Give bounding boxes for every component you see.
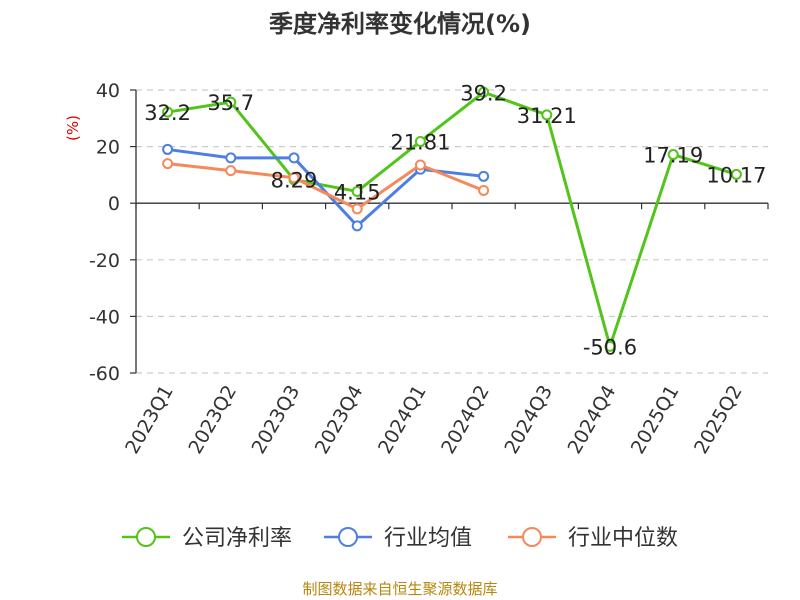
y-tick-label: -60 [89, 363, 120, 385]
data-point [478, 170, 490, 182]
x-tick-label: 2023Q1 [121, 382, 178, 458]
data-point [288, 152, 300, 164]
data-labels: 32.2 35.7 8.29 4.15 21.81 39.2 31.21 -50.6 17.19… [144, 81, 766, 359]
x-tick-label: 2024Q4 [564, 382, 621, 458]
y-tick-label: 40 [96, 80, 120, 102]
data-point [225, 165, 237, 177]
series-line [167, 147, 484, 228]
data-label: 35.7 [207, 91, 254, 115]
data-label: 10.17 [706, 163, 766, 187]
data-point [730, 168, 742, 180]
source-note: 制图数据来自恒生聚源数据库 [302, 580, 497, 598]
data-point [162, 106, 174, 118]
y-tick-label: -40 [89, 306, 120, 328]
legend: 公司净利率 行业均值 行业中位数 [122, 526, 678, 551]
data-point [351, 203, 363, 215]
data-point [667, 149, 679, 161]
y-tick-label: -20 [89, 250, 120, 272]
data-point [414, 159, 426, 171]
data-label: 31.21 [517, 104, 577, 128]
legend-item-label: 行业均值 [384, 526, 472, 551]
y-tick-labels: 40 20 0 -20 -40 -60 [89, 80, 120, 385]
x-tick-label: 2023Q2 [184, 382, 241, 458]
y-tick-label: 0 [108, 193, 120, 215]
data-point [541, 109, 553, 121]
series-group [162, 86, 742, 352]
x-tick-label: 2024Q3 [500, 382, 557, 458]
data-label: 8.29 [271, 169, 318, 193]
data-point [225, 96, 237, 108]
data-point [162, 158, 174, 170]
legend-item-label: 行业中位数 [568, 526, 678, 551]
data-label: 17.19 [643, 144, 703, 168]
legend-item-label: 公司净利率 [182, 526, 292, 551]
data-point [478, 184, 490, 196]
y-tick-label: 20 [96, 137, 120, 159]
data-point [414, 135, 426, 147]
x-tick-label: 2023Q4 [311, 382, 368, 458]
x-tick-label: 2023Q3 [248, 382, 305, 458]
series-line [167, 162, 485, 211]
x-tick-label: 2025Q1 [627, 382, 684, 458]
axes [130, 89, 769, 374]
legend-marker [136, 527, 156, 547]
y-axis-label: (%) [64, 115, 82, 141]
data-label: -50.6 [583, 335, 637, 359]
data-point [604, 340, 616, 352]
grid-lines [136, 89, 768, 374]
series-line [167, 90, 737, 348]
data-label: 39.2 [460, 81, 507, 105]
data-label: 4.15 [334, 180, 381, 204]
data-point [162, 143, 174, 155]
chart-title: 季度净利率变化情况(%) [269, 10, 531, 38]
x-tick-label: 2024Q1 [374, 382, 431, 458]
x-tick-label: 2024Q2 [437, 381, 494, 457]
data-point [478, 86, 490, 98]
legend-marker [522, 527, 542, 547]
x-tick-labels: 2023Q1 2023Q2 2023Q3 2023Q4 2024Q1 2024Q2 2024… [121, 381, 747, 457]
data-point [288, 172, 300, 184]
data-label: 21.81 [390, 130, 450, 154]
data-label: 32.2 [144, 101, 191, 125]
data-point [351, 185, 363, 197]
x-tick-label: 2025Q2 [690, 382, 747, 458]
legend-marker [338, 527, 358, 547]
data-point [225, 152, 237, 164]
data-point [351, 220, 363, 232]
